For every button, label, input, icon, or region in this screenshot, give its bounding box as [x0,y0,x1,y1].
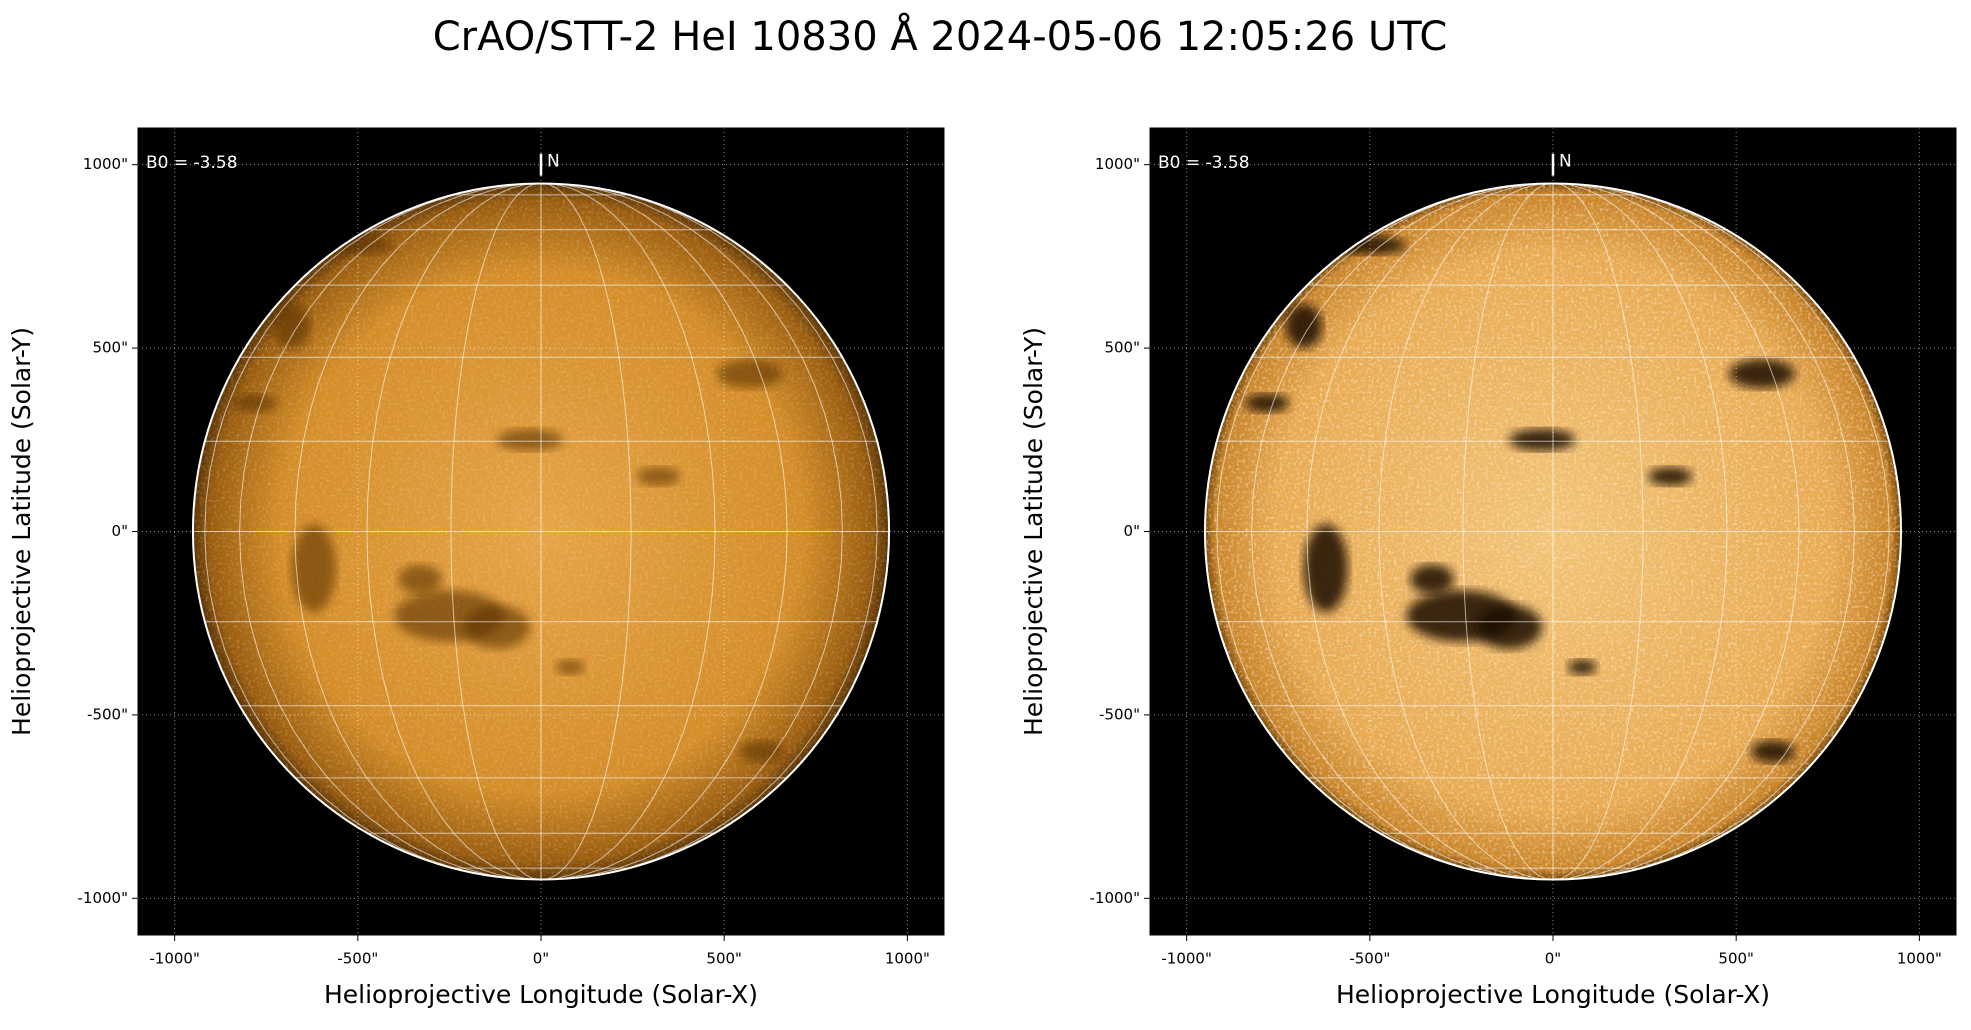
dark-feature [1750,740,1795,763]
dark-feature [464,604,531,649]
x-tick-label: 500" [1718,950,1754,968]
x-tick-label: -1000" [1161,950,1212,968]
y-tick-label: 500" [92,339,128,357]
dark-feature [497,428,563,451]
dark-feature [1410,564,1455,594]
x-tick-label: 1000" [885,950,930,968]
x-tick-label: -500" [1349,950,1390,968]
longitude-line [540,183,878,880]
longitude-line [1216,183,1554,880]
x-tick-label: 1000" [1897,950,1942,968]
dark-feature [1476,604,1543,649]
y-tick-label: 1000" [1095,155,1140,173]
y-tick-label: 0" [112,522,128,540]
y-tick-label: -500" [1099,705,1140,723]
dark-feature [398,564,443,594]
image-panel: N B0 = -3.58 -1000" -500" 0" 500" 1000" -1000" -… [7,127,945,1009]
annotation: B0 = -3.58 [146,153,238,173]
dark-feature [291,524,336,613]
image-panel: N B0 = -3.58 -1000" -500" 0" 500" 1000" -1000" -… [1019,127,1957,1009]
longitude-line [540,183,716,880]
dark-feature [636,467,681,486]
dark-feature [1648,467,1693,486]
y-axis-label: Helioprojective Latitude (Solar-Y) [1019,327,1048,736]
x-tick-label: -1000" [149,950,200,968]
limb [191,182,891,881]
dark-feature [1509,428,1575,451]
y-tick-label: -1000" [78,889,129,907]
y-axis-label: Helioprojective Latitude (Solar-Y) [7,327,36,736]
y-tick-label: 500" [1104,339,1140,357]
north-label: N [547,152,560,172]
dark-feature [1728,359,1795,389]
limb [1203,182,1903,881]
x-tick-label: 0" [1545,950,1561,968]
longitude-line [1552,183,1644,880]
dark-feature [1303,524,1348,613]
longitude-line [204,183,542,880]
dark-feature [273,304,311,349]
dark-feature [555,659,585,675]
longitude-line [1552,183,1800,880]
dark-feature [716,359,783,389]
longitude-line [1552,183,1728,880]
x-axis-label: Helioprojective Longitude (Solar-X) [324,980,758,1009]
x-axis-label: Helioprojective Longitude (Solar-X) [1336,980,1770,1009]
longitude-line [1251,183,1554,880]
north-label: N [1559,152,1572,172]
dark-feature [1567,659,1597,675]
y-tick-label: -500" [87,705,128,723]
longitude-line [1552,183,1890,880]
dark-feature [233,393,278,413]
y-tick-label: -1000" [1090,889,1141,907]
axes-frame [137,127,945,936]
longitude-line [540,183,788,880]
x-tick-label: 500" [706,950,742,968]
dark-feature [1245,393,1290,413]
x-tick-label: -500" [337,950,378,968]
longitude-line [239,183,542,880]
dark-feature [1285,304,1323,349]
longitude-line [540,183,632,880]
x-tick-label: 0" [533,950,549,968]
y-tick-label: 0" [1124,522,1140,540]
dark-feature [738,740,783,763]
figure-title: CrAO/STT-2 HeI 10830 Å 2024-05-06 12:05:… [433,12,1448,60]
axes-frame [1149,127,1957,936]
annotation: B0 = -3.58 [1158,153,1250,173]
y-tick-label: 1000" [83,155,128,173]
